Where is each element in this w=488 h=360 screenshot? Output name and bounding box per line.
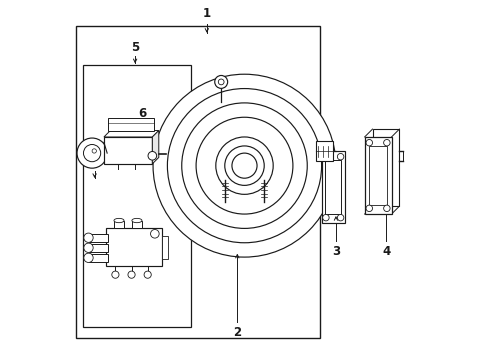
Circle shape bbox=[383, 139, 389, 146]
Circle shape bbox=[144, 271, 151, 278]
Ellipse shape bbox=[114, 219, 124, 223]
Bar bbox=[83, 65, 190, 327]
Circle shape bbox=[322, 215, 328, 221]
Bar bbox=[162, 235, 168, 259]
Circle shape bbox=[112, 271, 119, 278]
Circle shape bbox=[153, 74, 335, 257]
Text: 2: 2 bbox=[233, 326, 241, 339]
Circle shape bbox=[83, 144, 101, 162]
Circle shape bbox=[182, 103, 306, 228]
Circle shape bbox=[383, 205, 389, 212]
Circle shape bbox=[77, 138, 107, 168]
Circle shape bbox=[83, 253, 93, 262]
Bar bbox=[372, 129, 399, 206]
Circle shape bbox=[366, 139, 372, 146]
Circle shape bbox=[215, 137, 273, 194]
Bar bbox=[325, 160, 341, 214]
Bar bbox=[368, 146, 386, 205]
Circle shape bbox=[224, 146, 264, 185]
Circle shape bbox=[322, 153, 328, 160]
Circle shape bbox=[231, 153, 257, 178]
Circle shape bbox=[150, 229, 159, 238]
Circle shape bbox=[218, 79, 224, 85]
Text: 3: 3 bbox=[331, 245, 339, 258]
Bar bbox=[107, 118, 154, 131]
Circle shape bbox=[148, 152, 156, 160]
Bar bbox=[88, 244, 108, 252]
Circle shape bbox=[92, 149, 96, 153]
Circle shape bbox=[128, 271, 135, 278]
Text: 4: 4 bbox=[381, 245, 389, 258]
Circle shape bbox=[337, 215, 343, 221]
Circle shape bbox=[214, 76, 227, 88]
Bar bbox=[88, 234, 108, 242]
Bar bbox=[106, 228, 162, 266]
Text: 6: 6 bbox=[138, 107, 146, 120]
Circle shape bbox=[83, 243, 93, 252]
Bar bbox=[315, 141, 332, 161]
Circle shape bbox=[337, 153, 343, 160]
Polygon shape bbox=[152, 131, 159, 164]
Circle shape bbox=[167, 89, 321, 243]
Bar bbox=[114, 221, 124, 228]
Circle shape bbox=[196, 117, 292, 214]
Text: 7: 7 bbox=[90, 157, 99, 170]
Circle shape bbox=[83, 233, 93, 242]
Polygon shape bbox=[104, 131, 159, 137]
Bar bbox=[104, 137, 152, 164]
Bar bbox=[76, 26, 319, 338]
Bar bbox=[364, 137, 391, 214]
Text: 5: 5 bbox=[131, 41, 139, 54]
Bar bbox=[132, 221, 142, 228]
Circle shape bbox=[366, 205, 372, 212]
Text: 1: 1 bbox=[203, 7, 210, 20]
Ellipse shape bbox=[132, 219, 142, 223]
Bar bbox=[88, 254, 108, 262]
Bar bbox=[321, 151, 344, 223]
